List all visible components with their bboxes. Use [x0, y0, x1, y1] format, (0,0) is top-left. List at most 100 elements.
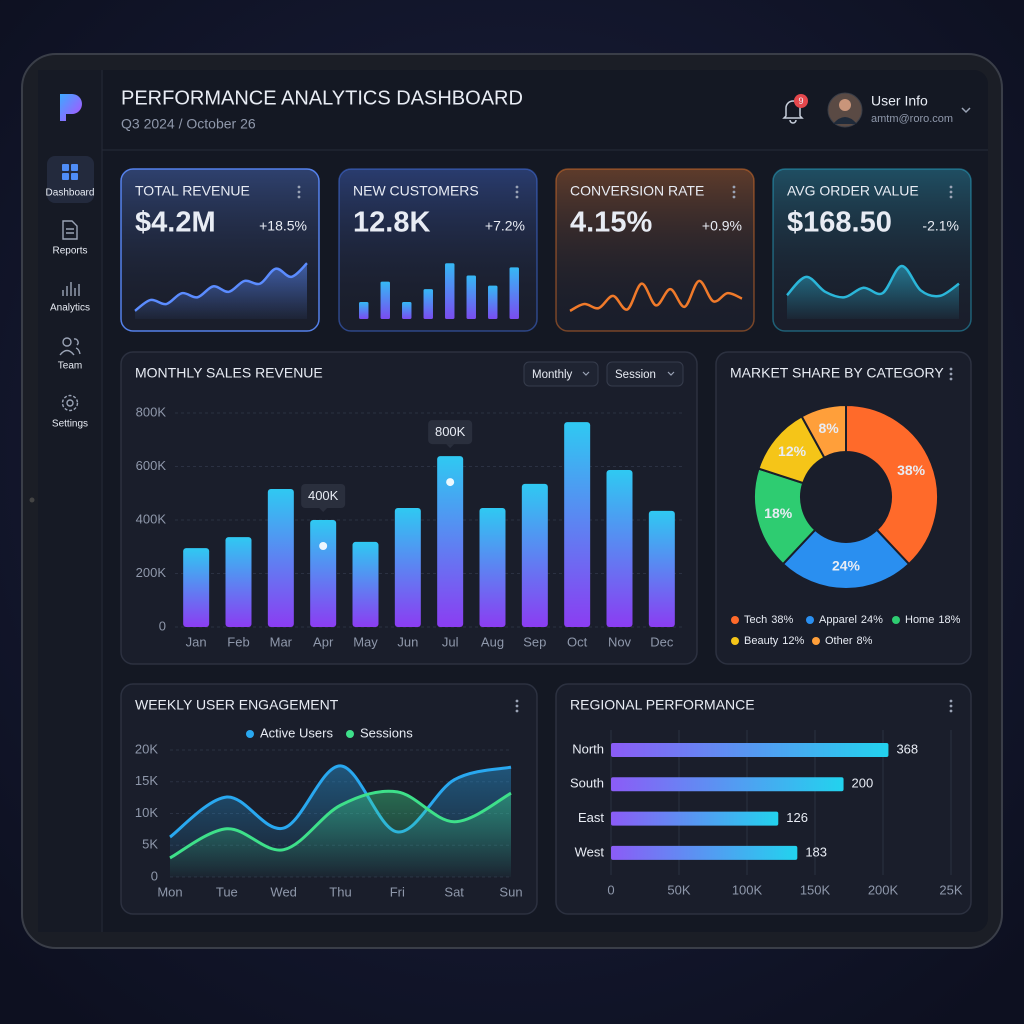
menu-dot[interactable] — [949, 704, 953, 708]
dashboard-icon — [62, 164, 78, 180]
legend-dot — [731, 637, 739, 645]
menu-dot[interactable] — [732, 195, 736, 199]
slice-label: 18% — [764, 505, 793, 521]
y-tick-label: 200K — [136, 565, 167, 580]
user-menu-chevron[interactable] — [961, 107, 971, 114]
legend-value: 38% — [771, 614, 793, 626]
spark-bar — [466, 275, 476, 319]
bar — [267, 488, 294, 627]
pie-slice — [800, 403, 847, 459]
x-tick-label: Nov — [608, 634, 632, 649]
nav-item[interactable]: Dashboard — [46, 188, 95, 199]
bar — [310, 520, 337, 627]
menu-dot[interactable] — [949, 709, 953, 713]
legend-dot — [812, 637, 820, 645]
dropdown[interactable] — [523, 361, 599, 387]
menu-dot[interactable] — [515, 709, 519, 713]
legend-value: 24% — [861, 614, 883, 626]
bar — [611, 811, 779, 826]
menu-dot[interactable] — [949, 185, 953, 189]
avatar-face — [839, 99, 851, 111]
legend-name: Other — [825, 635, 853, 647]
kpi-card-tint — [555, 168, 755, 332]
x-tick-label: Oct — [567, 634, 588, 649]
menu-dot[interactable] — [515, 190, 519, 194]
kpi-value: $4.2M — [135, 207, 216, 239]
menu-dot[interactable] — [297, 190, 301, 194]
chart-card — [555, 683, 972, 915]
menu-dot[interactable] — [515, 185, 519, 189]
slice-label: 24% — [832, 558, 861, 574]
menu-dot[interactable] — [732, 190, 736, 194]
y-tick-label: North — [572, 741, 604, 756]
bar — [437, 456, 464, 627]
dropdown[interactable] — [606, 361, 684, 387]
menu-dot[interactable] — [297, 185, 301, 189]
bar — [611, 845, 798, 860]
x-tick-label: Jun — [397, 634, 418, 649]
menu-dot[interactable] — [949, 377, 953, 381]
legend-dot — [346, 730, 354, 738]
nav-item[interactable]: Settings — [52, 419, 88, 430]
bar — [225, 537, 252, 627]
bar-label: 126 — [786, 810, 808, 825]
y-tick-label: South — [570, 776, 604, 791]
bar — [394, 507, 421, 627]
slice-label: 8% — [818, 420, 839, 436]
dropdown-chevron[interactable] — [582, 371, 590, 376]
menu-dot[interactable] — [949, 372, 953, 376]
x-tick-label: Wed — [270, 884, 297, 899]
x-tick-label: Sep — [523, 634, 546, 649]
chart-title: WEEKLY USER ENGAGEMENT — [135, 697, 339, 713]
menu-dot[interactable] — [297, 195, 301, 199]
kpi-change: +7.2% — [485, 218, 525, 234]
legend-dot — [731, 616, 739, 624]
spark-bar — [445, 263, 455, 319]
legend-dot — [892, 616, 900, 624]
y-tick-label: 15K — [135, 773, 158, 788]
dropdown-label[interactable]: Session — [615, 369, 656, 381]
menu-dot[interactable] — [515, 195, 519, 199]
x-tick-label: Aug — [481, 634, 504, 649]
y-tick-label: 0 — [159, 618, 166, 633]
page-title: PERFORMANCE ANALYTICS DASHBOARD — [121, 87, 523, 109]
x-tick-label: 25K — [939, 882, 962, 897]
x-tick-label: Mon — [157, 884, 182, 899]
spark-area — [135, 263, 307, 319]
legend-value: 8% — [857, 635, 873, 647]
nav-item[interactable]: Analytics — [50, 303, 90, 314]
spark-bar — [380, 281, 390, 319]
menu-dot[interactable] — [515, 699, 519, 703]
legend-label: Sessions — [360, 725, 413, 740]
legend-dot — [806, 616, 814, 624]
x-tick-label: Apr — [313, 634, 334, 649]
menu-dot[interactable] — [515, 704, 519, 708]
menu-dot[interactable] — [732, 185, 736, 189]
menu-dot[interactable] — [949, 195, 953, 199]
dropdown-chevron[interactable] — [667, 371, 675, 376]
y-tick-label: 5K — [142, 837, 158, 852]
user-email: amtm@roro.com — [871, 113, 953, 125]
kpi-value: 12.8K — [353, 207, 430, 239]
sidebar — [38, 70, 102, 932]
user-name[interactable]: User Info — [871, 93, 928, 109]
legend-value: 12% — [782, 635, 804, 647]
legend-value: 18% — [938, 614, 960, 626]
bar-label: 368 — [896, 741, 918, 756]
menu-dot[interactable] — [949, 699, 953, 703]
nav-item[interactable]: Reports — [52, 246, 87, 257]
dropdown-label[interactable]: Monthly — [532, 369, 573, 381]
menu-dot[interactable] — [949, 190, 953, 194]
y-tick-label: 400K — [136, 511, 167, 526]
menu-dot[interactable] — [949, 367, 953, 371]
x-tick-label: Jan — [186, 634, 207, 649]
nav-item[interactable]: Team — [58, 361, 82, 372]
pie-slice — [781, 528, 911, 590]
x-tick-label: Fri — [390, 884, 405, 899]
spark-bar — [488, 285, 498, 319]
legend-dot — [246, 730, 254, 738]
kpi-value: 4.15% — [570, 207, 652, 239]
x-tick-label: Tue — [216, 884, 238, 899]
slice-label: 12% — [778, 443, 807, 459]
